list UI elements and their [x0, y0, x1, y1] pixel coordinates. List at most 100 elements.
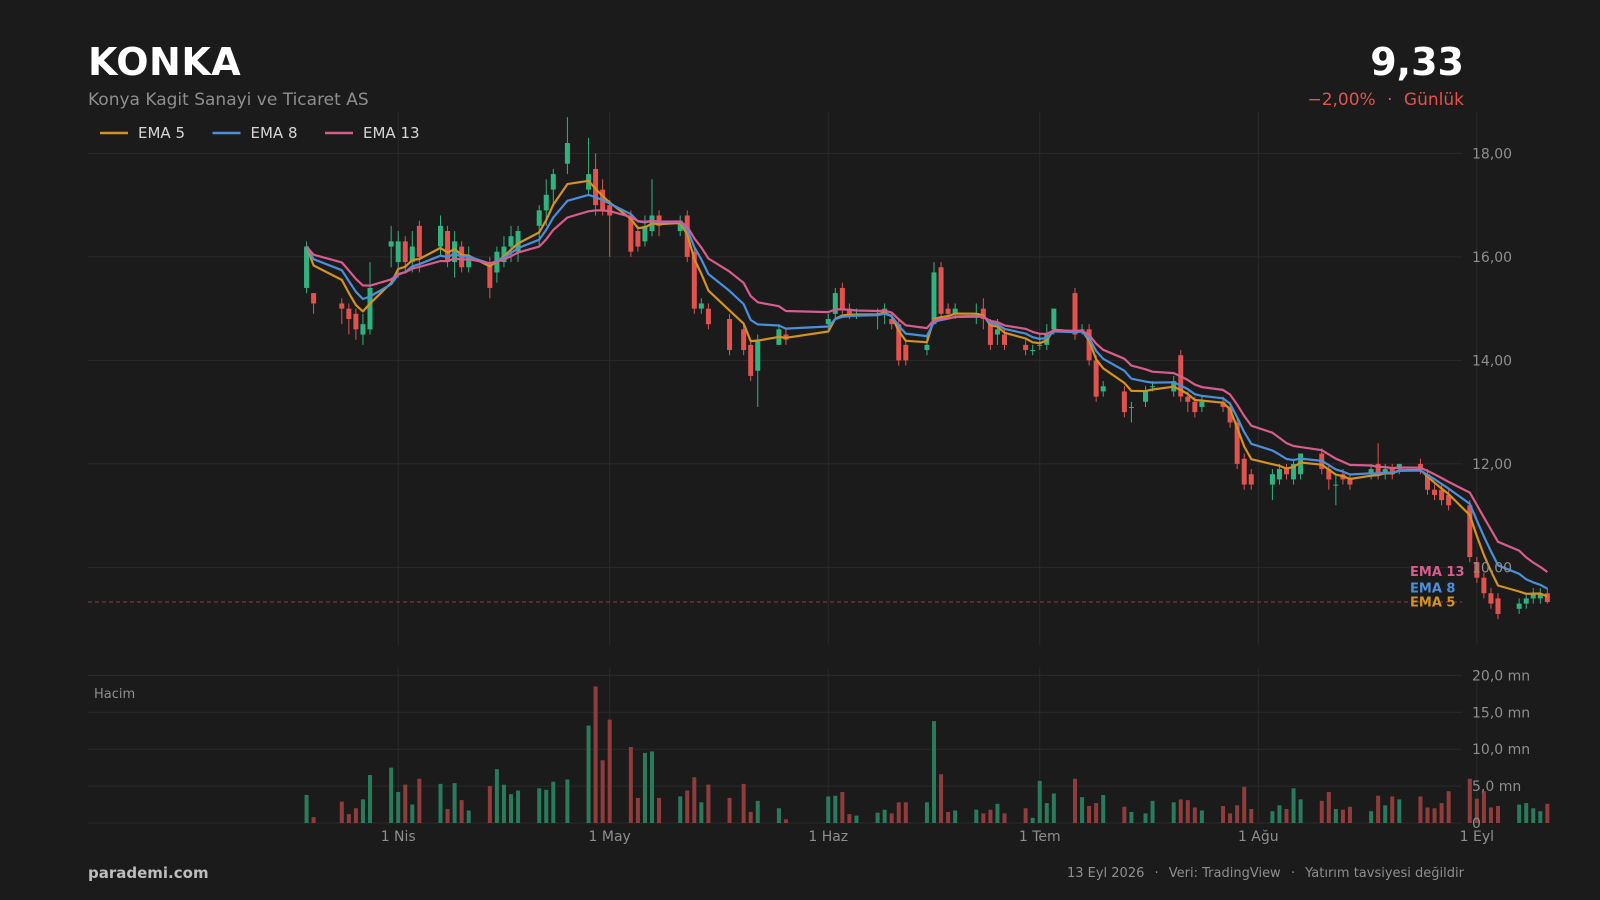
- volume-bar: [657, 797, 662, 823]
- time-tick-label: 1 Haz: [808, 829, 848, 845]
- candle-body: [846, 308, 852, 314]
- volume-bar: [1340, 809, 1345, 823]
- volume-bar: [1228, 813, 1233, 823]
- footer-sep-1: ·: [1154, 866, 1159, 881]
- footer-date: 13 Eyl 2026: [1066, 866, 1145, 881]
- candle-body: [903, 344, 909, 361]
- volume-bar: [438, 783, 443, 823]
- candle-body: [339, 303, 345, 309]
- volume-bar: [706, 784, 711, 823]
- volume-bar: [1002, 813, 1007, 823]
- candle-body: [1234, 422, 1240, 464]
- candle-body: [508, 236, 514, 247]
- candle-body: [1417, 463, 1423, 470]
- candle-body: [1537, 593, 1543, 599]
- candle-body: [1051, 308, 1057, 330]
- candle-body: [1121, 391, 1127, 413]
- candle-body: [741, 329, 747, 351]
- candle-body: [346, 308, 352, 319]
- candle-body: [353, 313, 359, 330]
- candle-body: [1333, 484, 1339, 486]
- candle-body: [1192, 401, 1198, 413]
- volume-bar: [939, 774, 944, 823]
- volume-bar: [783, 819, 788, 823]
- volume-panel: Hacim: [94, 686, 1550, 823]
- candle-body: [515, 231, 521, 252]
- candle-body: [945, 308, 951, 314]
- candle-body: [1516, 603, 1522, 609]
- volume-axis: 0 5,0 mn 10,0 mn 15,0 mn 20,0 mn: [1472, 668, 1530, 832]
- volume-bar: [981, 813, 986, 823]
- volume-bar: [741, 783, 746, 823]
- volume-bar: [1073, 778, 1077, 823]
- candle-body: [416, 225, 422, 257]
- volume-bar: [410, 804, 415, 823]
- change-separator: ·: [1387, 90, 1393, 110]
- volume-bar: [339, 801, 344, 823]
- candle-body: [1185, 396, 1191, 402]
- candle-body: [1199, 401, 1205, 407]
- volume-bar: [1439, 803, 1444, 823]
- candle-body: [409, 246, 415, 263]
- candle-body: [1481, 577, 1487, 594]
- volume-bar: [924, 802, 929, 823]
- candle-body: [1326, 469, 1332, 480]
- candle-body: [938, 267, 944, 314]
- candle-body: [1100, 386, 1106, 392]
- volume-bar: [946, 811, 951, 823]
- candle-body: [593, 168, 599, 206]
- footer-source: Veri: TradingView: [1168, 866, 1281, 881]
- candle-body: [395, 241, 401, 263]
- company-name: Konya Kagit Sanayi ve Ticaret AS: [88, 90, 369, 110]
- candle-body: [987, 324, 993, 345]
- candle-body: [388, 241, 394, 247]
- volume-bar: [1143, 813, 1148, 823]
- volume-bar: [635, 797, 640, 823]
- ema13-line: [305, 209, 1548, 573]
- candle-body: [1150, 386, 1156, 388]
- candle-body: [1227, 406, 1233, 423]
- volume-bar: [1517, 804, 1522, 823]
- candle-body: [1530, 593, 1536, 599]
- volume-tick-label: 15,0 mn: [1472, 705, 1530, 721]
- price-change: −2,00% · Günlük: [1307, 90, 1464, 110]
- volume-bar: [544, 789, 549, 823]
- candle-body: [367, 287, 373, 330]
- volume-bar: [953, 810, 958, 823]
- ticker-symbol: KONKA: [88, 40, 242, 84]
- candle-body: [642, 225, 648, 242]
- candle-body: [980, 308, 986, 319]
- volume-bar: [1221, 806, 1226, 823]
- volume-bar: [1390, 796, 1395, 823]
- volume-bar: [353, 808, 358, 823]
- volume-bar: [509, 794, 513, 823]
- volume-bar: [1080, 797, 1085, 823]
- volume-bar: [1531, 808, 1536, 823]
- volume-bar: [1376, 795, 1381, 823]
- volume-bar: [1044, 803, 1049, 823]
- candle-body: [1248, 474, 1254, 485]
- volume-bar: [487, 786, 492, 823]
- candle-body: [1368, 469, 1374, 475]
- candle-body: [1072, 293, 1078, 335]
- volume-bar: [692, 777, 697, 823]
- volume-bar: [1319, 800, 1324, 823]
- volume-bar: [403, 784, 408, 823]
- volume-bar: [932, 721, 936, 823]
- price-tick-label: 16,00: [1472, 250, 1512, 266]
- time-tick-label: 1 May: [589, 829, 631, 845]
- volume-bar: [685, 790, 690, 823]
- candle-body: [1023, 344, 1029, 351]
- volume-bar: [600, 760, 605, 823]
- candle-body: [564, 143, 570, 164]
- volume-bar: [417, 778, 422, 823]
- candle-body: [635, 231, 641, 247]
- volume-bar: [360, 799, 365, 823]
- volume-bar: [889, 813, 894, 823]
- candle-body: [1030, 350, 1036, 352]
- volume-bar: [1347, 806, 1352, 823]
- brand-logo[interactable]: parademi.com: [88, 864, 209, 882]
- volume-bar: [1446, 791, 1451, 823]
- candle-body: [1143, 391, 1148, 402]
